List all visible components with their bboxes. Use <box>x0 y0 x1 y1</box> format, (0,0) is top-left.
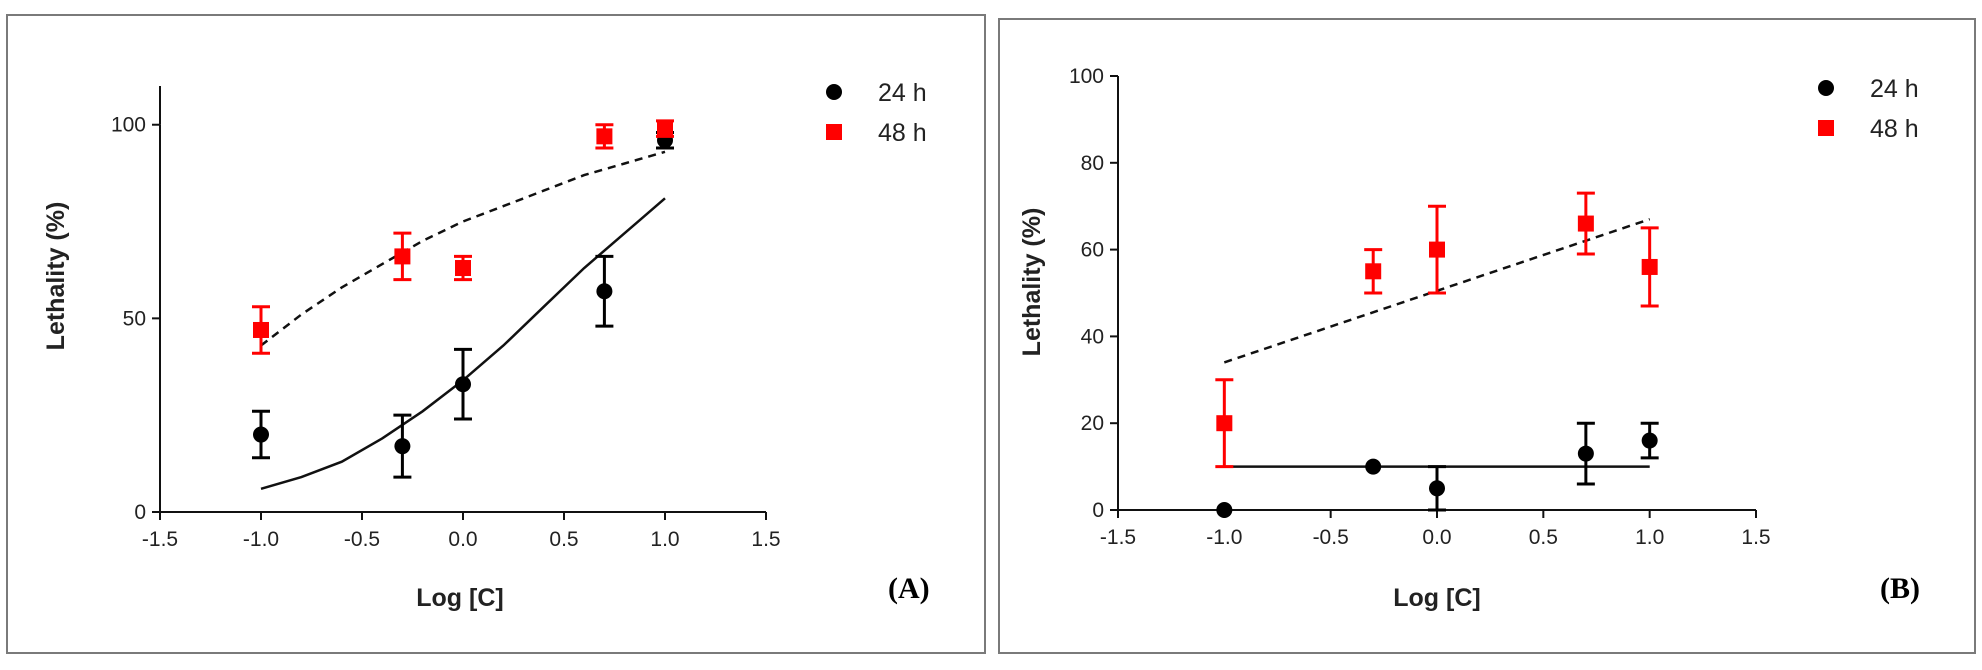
chart-b-legend-marker-24h <box>1818 80 1834 96</box>
chart-a-x-tick-label: 1.5 <box>751 528 780 551</box>
chart-b-y-tick-label: 20 <box>1081 412 1104 435</box>
chart-b-point-48h <box>1577 215 1594 232</box>
chart-a-point-48h <box>657 120 673 137</box>
chart-a-point-24h <box>394 438 411 455</box>
chart-a-y-tick-label: 100 <box>111 114 146 137</box>
chart-b-point-48h <box>1216 415 1233 432</box>
chart-a-point-24h <box>455 376 471 393</box>
chart-b-point-24h <box>1216 502 1233 518</box>
chart-b-x-tick-label: 0.0 <box>1422 526 1451 549</box>
chart-b-point-24h <box>1577 445 1594 462</box>
chart-a-x-tick-label: -0.5 <box>344 528 380 551</box>
chart-a-point-48h <box>253 321 269 338</box>
chart-b-legend-label-48h: 48 h <box>1870 115 1919 143</box>
chart-a-point-24h <box>596 283 613 300</box>
chart-a-legend-label-48h: 48 h <box>878 119 927 147</box>
chart-b-point-48h <box>1641 258 1658 275</box>
chart-a-legend-label-24h: 24 h <box>878 79 927 107</box>
chart-a-x-tick-label: 1.0 <box>650 528 679 551</box>
chart-b-x-tick-label: -1.5 <box>1100 526 1136 549</box>
chart-a-point-24h <box>253 426 269 443</box>
chart-b-y-tick-label: 60 <box>1081 239 1104 262</box>
chart-b-point-48h <box>1365 263 1382 280</box>
chart-a-y-tick-label: 50 <box>123 307 146 330</box>
chart-panel-a: -1.5 -1.0 -0.5 0.0 0.5 1.0 1.5 0 50 100 Log [C] Let… <box>6 14 986 654</box>
chart-a-legend-marker-48h <box>826 124 842 140</box>
chart-a-y-tick-label: 0 <box>134 501 146 524</box>
chart-b-x-tick-label: 1.5 <box>1741 526 1770 549</box>
chart-b-legend-label-24h: 24 h <box>1870 75 1919 103</box>
chart-b-x-tick-label: 1.0 <box>1635 526 1664 549</box>
chart-a-x-tick-label: 0.5 <box>549 528 578 551</box>
chart-b-point-24h <box>1365 458 1382 475</box>
chart-a-svg: -1.5 -1.0 -0.5 0.0 0.5 1.0 1.5 0 50 100 Log [C] Let… <box>42 79 930 612</box>
chart-b-svg: -1.5 -1.0 -0.5 0.0 0.5 1.0 1.5 0 20 40 60 80 100 Log … <box>1018 65 1920 612</box>
chart-a-x-tick-label: -1.5 <box>142 528 178 551</box>
chart-a-fit-line-48h <box>260 150 666 347</box>
chart-a-y-axis-title: Lethality (%) <box>42 202 70 351</box>
chart-b-point-48h <box>1429 241 1445 258</box>
chart-a-point-48h <box>596 128 613 145</box>
chart-a-point-48h <box>455 260 471 277</box>
chart-b-panel-label: (B) <box>1880 572 1920 605</box>
chart-a-point-48h <box>394 248 411 265</box>
chart-b-y-tick-label: 80 <box>1081 152 1104 175</box>
chart-b-x-tick-label: -0.5 <box>1313 526 1349 549</box>
chart-b-x-axis-title: Log [C] <box>1393 584 1480 612</box>
chart-a-fit-line-24h <box>260 197 666 491</box>
chart-b-y-tick-label: 100 <box>1069 65 1104 88</box>
chart-a-panel-label: (A) <box>888 572 930 605</box>
chart-a-x-tick-label: -1.0 <box>243 528 279 551</box>
chart-b-y-axis-title: Lethality (%) <box>1018 208 1046 357</box>
chart-b-point-24h <box>1429 480 1445 497</box>
chart-a-x-axis-title: Log [C] <box>416 584 503 612</box>
chart-panel-b: -1.5 -1.0 -0.5 0.0 0.5 1.0 1.5 0 20 40 60 80 100 Log … <box>998 18 1976 654</box>
chart-b-x-tick-label: 0.5 <box>1529 526 1558 549</box>
chart-a-x-tick-label: 0.0 <box>448 528 477 551</box>
chart-b-x-tick-label: -1.0 <box>1206 526 1242 549</box>
chart-b-legend-marker-48h <box>1818 120 1834 136</box>
chart-b-y-tick-label: 0 <box>1092 499 1104 522</box>
chart-b-y-tick-label: 40 <box>1081 325 1104 348</box>
chart-a-legend-marker-24h <box>826 84 842 100</box>
chart-b-point-24h <box>1641 432 1658 449</box>
